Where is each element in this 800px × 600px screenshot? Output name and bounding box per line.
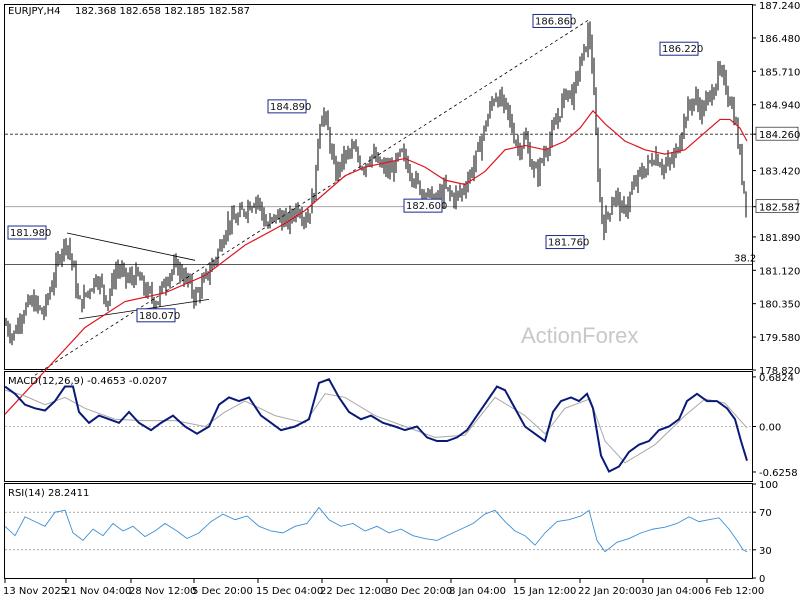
macd-tick-label: 0.6824 — [759, 373, 794, 384]
x-tick-label: 6 Feb 12:00 — [705, 586, 764, 597]
price-tick-label: 181.890 — [759, 233, 800, 244]
annotation-box — [545, 235, 585, 250]
price-tick-label: 185.710 — [759, 67, 800, 78]
price-tag-box — [755, 126, 799, 141]
annotation-box — [267, 99, 307, 114]
annotation-label: 181.980 — [10, 228, 51, 239]
x-tick-label: 22 Jan 20:00 — [578, 586, 641, 597]
x-tick-label: 22 Dec 12:00 — [320, 586, 387, 597]
annotation-label: 181.760 — [548, 238, 589, 249]
rsi-tick-label: 0 — [759, 574, 765, 585]
price-tick-label: 186.480 — [759, 34, 800, 45]
price-tick-label: 179.580 — [759, 333, 800, 344]
macd-tick-label: -0.6258 — [759, 468, 798, 479]
x-tick-label: 30 Dec 20:00 — [385, 586, 452, 597]
x-tick-label: 15 Jan 12:00 — [513, 586, 576, 597]
annotation-box — [7, 225, 47, 240]
axis-layer: 187.240 186.480 185.710 184.940 184.260 183.4… — [3, 1, 800, 597]
rsi-line — [4, 506, 748, 553]
macd-title: MACD(12,26,9) -0.4653 -0.0207 — [8, 376, 168, 387]
annotation-box — [403, 198, 443, 213]
x-tick-label: 28 Nov 12:00 — [129, 586, 196, 597]
annotation-label: 186.220 — [662, 44, 703, 55]
watermark: ActionForex — [521, 323, 638, 348]
price-tick-label: 182.587 — [759, 203, 800, 214]
x-tick-label: 15 Dec 04:00 — [256, 586, 323, 597]
annotation-label: 184.890 — [270, 102, 311, 113]
annotation-box — [532, 13, 572, 28]
price-tick-label: 184.940 — [759, 101, 800, 112]
price-tag-box — [755, 199, 799, 214]
annotation-label: 182.600 — [406, 201, 447, 212]
annotation-label: 180.070 — [139, 311, 180, 322]
x-tick-label: 13 Nov 2025 — [3, 586, 67, 597]
rsi-layer — [4, 506, 752, 553]
macd-tick-label: 0.00 — [759, 423, 781, 434]
price-tick-label: 180.350 — [759, 300, 800, 311]
price-tick-label: 181.120 — [759, 266, 800, 277]
price-tick-label: 183.420 — [759, 167, 800, 178]
price-layer: 38.2 181.980 180.070 184.890 182.600 186.860 1… — [4, 13, 756, 415]
hline-label-2: 38.2 — [734, 254, 756, 265]
x-tick-label: 21 Nov 04:00 — [64, 586, 131, 597]
rsi-tick-label: 70 — [759, 508, 772, 519]
macd-layer — [4, 378, 752, 473]
rsi-title: RSI(14) 28.2411 — [8, 488, 89, 499]
x-tick-label: 5 Dec 20:00 — [192, 586, 253, 597]
price-tick-label: 178.820 — [759, 366, 800, 377]
x-tick-label: 30 Jan 04:00 — [641, 586, 704, 597]
annotation-label: 186.860 — [535, 16, 576, 27]
price-tick-label: 184.260 — [759, 130, 800, 141]
rsi-tick-label: 30 — [759, 546, 772, 557]
price-tick-label: 187.240 — [759, 1, 800, 12]
price-panel[interactable] — [4, 4, 753, 370]
chart-title: EURJPY,H4 — [8, 6, 61, 17]
annotation-box — [659, 41, 699, 56]
moving-average-line — [4, 109, 748, 415]
macd-signal-line — [4, 389, 748, 464]
annotation-box — [136, 308, 176, 323]
rsi-panel[interactable] — [4, 483, 753, 579]
rsi-tick-label: 100 — [759, 480, 778, 491]
trend-line-0 — [34, 19, 590, 376]
x-tick-label: 8 Jan 04:00 — [449, 586, 506, 597]
macd-line — [4, 378, 748, 473]
ohlc-readout: 182.368 182.658 182.185 182.587 — [75, 6, 250, 17]
